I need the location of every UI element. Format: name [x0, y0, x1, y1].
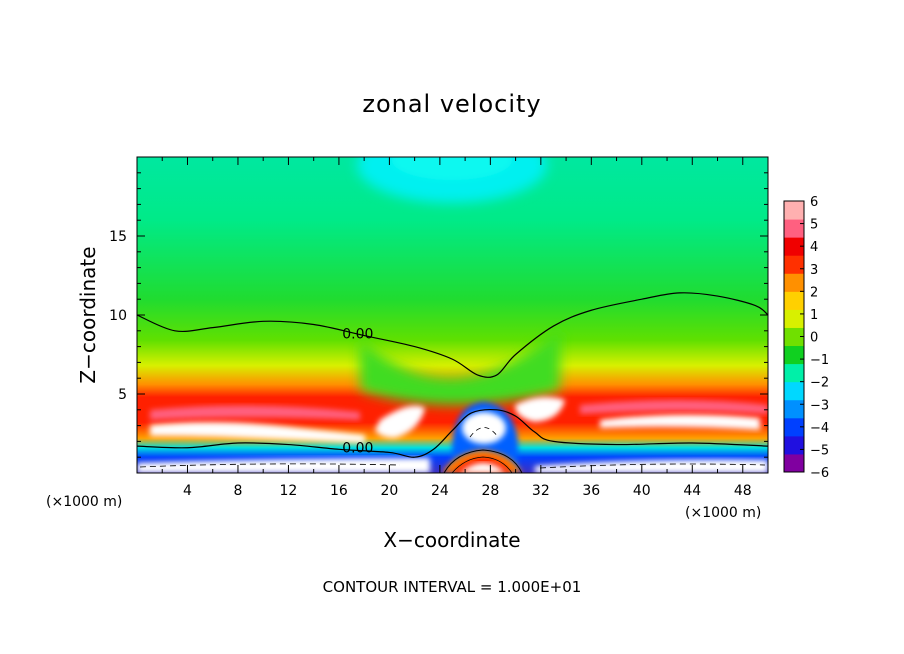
y-axis-ticks: 5 10 15 [109, 172, 768, 458]
colorbar-label: 5 [810, 218, 818, 233]
velocity-field [137, 157, 768, 473]
x-tick-label: 44 [683, 483, 701, 499]
colorbar-label: −6 [810, 466, 829, 481]
colorbar-swatch [784, 435, 804, 455]
contour-labels: 0.00 0.00 [342, 327, 373, 457]
colorbar-label: −2 [810, 376, 829, 391]
x-tick-label: 40 [633, 483, 651, 499]
y-axis-label: Z−coordinate [76, 246, 100, 383]
x-tick-label: 32 [532, 483, 550, 499]
x-tick-label: 28 [481, 483, 499, 499]
x-tick-label: 4 [183, 483, 192, 499]
x-tick-label: 8 [233, 483, 242, 499]
chart-title: zonal velocity [362, 90, 541, 118]
colorbar-swatch [784, 399, 804, 419]
colorbar-label: 1 [810, 308, 818, 323]
x-tick-label: 16 [330, 483, 348, 499]
colorbar-label: 4 [810, 240, 818, 255]
y-tick-label: 5 [118, 387, 127, 403]
y-tick-label: 15 [109, 229, 127, 245]
x-tick-label: 48 [734, 483, 752, 499]
x-tick-label: 36 [582, 483, 600, 499]
colorbar-label: −5 [810, 443, 829, 458]
colorbar-label: −1 [810, 353, 829, 368]
colorbar: 6 5 4 3 2 1 0 −1 −2 −3 −4 −5 −6 [783, 195, 829, 481]
zero-contour-lower [137, 408, 768, 458]
colorbar-swatch [784, 237, 804, 256]
x-axis-ticks: 4 8 12 16 20 24 28 32 36 40 44 48 [161, 157, 752, 499]
colorbar-swatch [784, 219, 804, 238]
x-unit-left: (×1000 m) [46, 494, 122, 510]
x-unit-right: (×1000 m) [685, 505, 761, 521]
colorbar-swatch [784, 291, 804, 310]
colorbar-swatch [784, 327, 804, 347]
colorbar-label: 0 [810, 331, 818, 346]
y-tick-label: 10 [109, 308, 127, 324]
colorbar-label: 3 [810, 263, 818, 278]
colorbar-swatch [784, 309, 804, 328]
colorbar-swatch [784, 417, 804, 437]
colorbar-label: 6 [810, 195, 818, 210]
colorbar-swatch [784, 273, 804, 292]
colorbar-label: −4 [810, 421, 829, 436]
colorbar-label: −3 [810, 398, 829, 413]
x-tick-label: 20 [380, 483, 398, 499]
x-tick-label: 12 [280, 483, 298, 499]
colorbar-swatch [784, 345, 804, 365]
contour-interval-footer: CONTOUR INTERVAL = 1.000E+01 [323, 578, 582, 596]
contour-label: 0.00 [342, 327, 373, 343]
colorbar-swatch [784, 363, 804, 383]
x-axis-label: X−coordinate [383, 528, 520, 552]
colorbar-swatch [784, 453, 804, 473]
colorbar-swatch [784, 201, 804, 220]
contour-label: 0.00 [342, 440, 373, 456]
colorbar-swatch [784, 255, 804, 274]
zero-contour-upper [137, 292, 768, 378]
x-tick-label: 24 [431, 483, 449, 499]
colorbar-swatch [784, 381, 804, 401]
colorbar-label: 2 [810, 285, 818, 300]
